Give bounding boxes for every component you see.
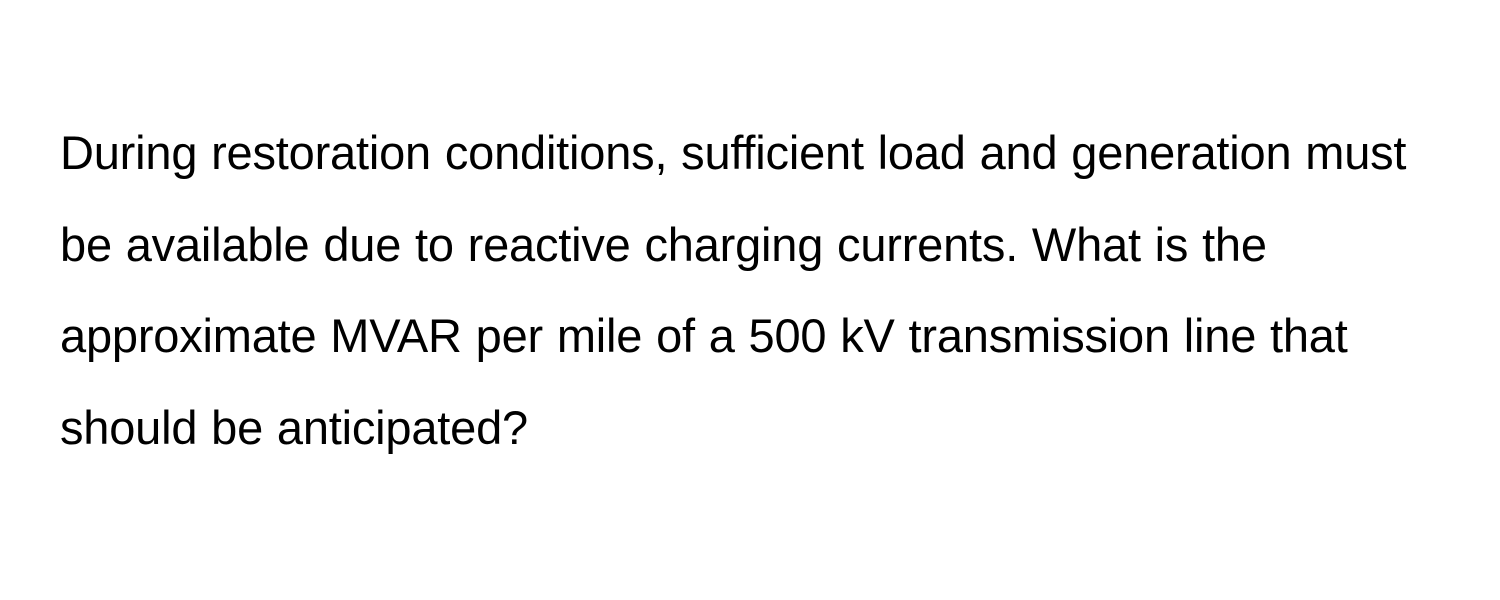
question-text: During restoration conditions, sufficien… <box>60 107 1430 474</box>
question-container: During restoration conditions, sufficien… <box>0 0 1500 600</box>
